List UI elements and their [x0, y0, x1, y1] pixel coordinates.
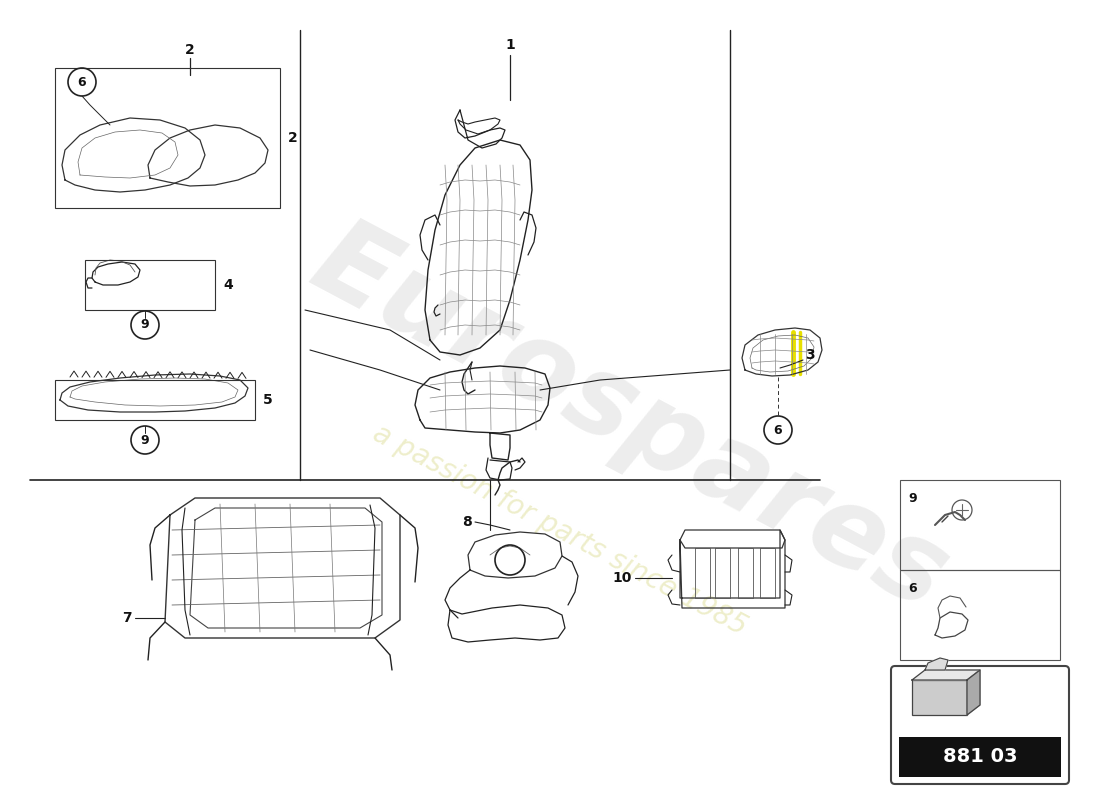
- Text: a passion for parts since 1985: a passion for parts since 1985: [368, 419, 751, 641]
- Bar: [900, 480, 1060, 570]
- Text: 881 03: 881 03: [943, 747, 1018, 766]
- Text: 6: 6: [773, 423, 782, 437]
- Text: 8: 8: [462, 515, 472, 529]
- Polygon shape: [967, 670, 980, 715]
- Bar: [85, 260, 214, 310]
- Text: Eurospares: Eurospares: [295, 208, 966, 632]
- Bar: [55, 380, 255, 420]
- FancyBboxPatch shape: [891, 666, 1069, 784]
- Bar: [899, 737, 1062, 777]
- Text: 6: 6: [908, 582, 916, 595]
- Bar: [900, 570, 1060, 660]
- Text: 6: 6: [78, 75, 86, 89]
- Text: 5: 5: [263, 393, 273, 407]
- Text: 3: 3: [805, 348, 815, 362]
- Polygon shape: [925, 658, 948, 670]
- Text: 9: 9: [141, 434, 150, 446]
- Text: 9: 9: [908, 492, 916, 505]
- Text: 4: 4: [223, 278, 233, 292]
- Text: 10: 10: [613, 571, 632, 585]
- Bar: [912, 680, 967, 715]
- Text: 9: 9: [141, 318, 150, 331]
- Polygon shape: [912, 670, 980, 680]
- Text: 2: 2: [185, 43, 195, 57]
- Bar: [55, 68, 280, 208]
- Text: 1: 1: [505, 38, 515, 52]
- Text: 7: 7: [122, 611, 132, 625]
- Text: 2: 2: [288, 131, 298, 145]
